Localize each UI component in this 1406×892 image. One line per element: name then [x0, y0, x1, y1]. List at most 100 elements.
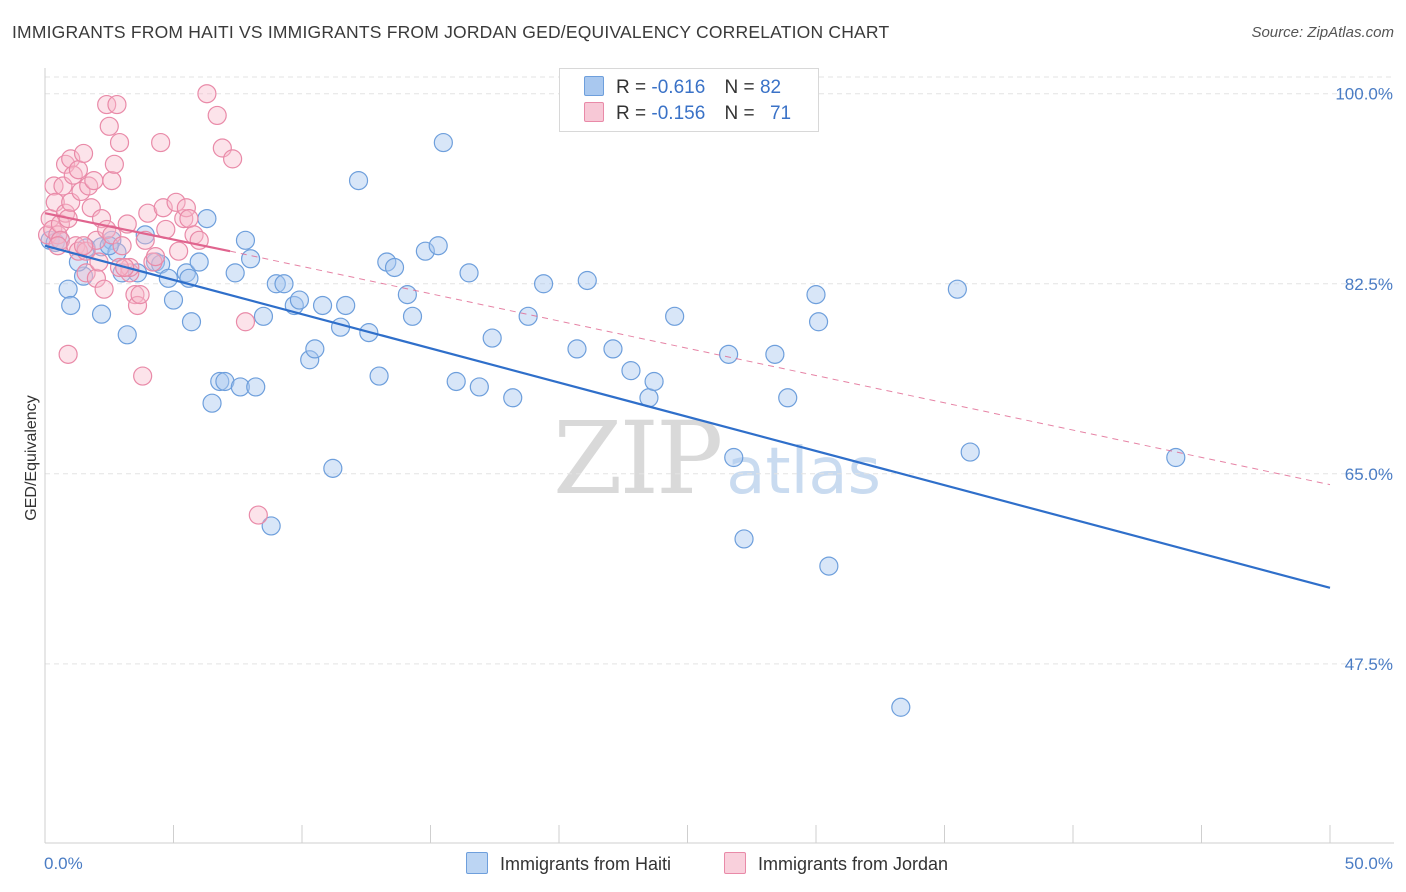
haiti-point: [960, 442, 980, 462]
jordan-point: [248, 505, 268, 525]
jordan-point: [73, 236, 94, 256]
haiti-point: [567, 339, 587, 359]
jordan-point: [166, 192, 186, 212]
jordan-point: [130, 285, 150, 305]
haiti-point: [808, 312, 829, 332]
jordan-point: [68, 160, 89, 180]
jordan-trend-extension: [229, 250, 1331, 486]
jordan-point: [102, 170, 122, 191]
jordan-point: [235, 312, 256, 332]
haiti-point: [369, 366, 389, 386]
jordan-point: [133, 366, 153, 386]
legend-haiti-swatch: [466, 852, 488, 874]
haiti-point: [819, 556, 839, 576]
haiti-point: [428, 236, 448, 256]
trend-layer: [44, 212, 1331, 589]
jordan-n-label: N =: [724, 103, 755, 124]
haiti-point: [348, 170, 369, 191]
haiti-point: [621, 361, 641, 381]
haiti-point: [518, 306, 538, 326]
chart-title: IMMIGRANTS FROM HAITI VS IMMIGRANTS FROM…: [12, 22, 890, 42]
haiti-point: [734, 529, 754, 549]
haiti-point: [384, 257, 405, 278]
jordan-r-label: R =: [616, 103, 647, 124]
haiti-r-value: -0.616: [651, 77, 706, 98]
haiti-point: [305, 339, 325, 359]
jordan-point: [169, 241, 189, 261]
haiti-n-label: N =: [724, 77, 755, 98]
haiti-point: [61, 295, 81, 316]
haiti-point: [253, 306, 274, 326]
jordan-point: [94, 279, 114, 299]
grid-layer: [45, 76, 1394, 665]
jordan-point: [63, 165, 83, 185]
jordan-point: [73, 143, 94, 164]
haiti-point: [58, 279, 78, 299]
haiti-point: [397, 285, 417, 305]
haiti-point: [246, 377, 266, 397]
tick-layer: 47.5% 65.0% 82.5% 100.0% 0.0% 50.0%: [44, 85, 1393, 873]
haiti-point: [724, 447, 744, 468]
haiti-point: [806, 285, 826, 305]
haiti-point: [230, 377, 250, 397]
legend-row-haiti: R = -0.616 N = 82: [584, 76, 781, 100]
legend-jordan-label: Immigrants from Jordan: [758, 854, 949, 874]
haiti-point: [402, 306, 423, 326]
haiti-point: [533, 274, 554, 294]
haiti-point: [266, 274, 286, 294]
legend-item-jordan: Immigrants from Jordan: [724, 852, 948, 875]
haiti-point: [665, 306, 685, 326]
haiti-point: [433, 132, 453, 153]
jordan-point: [86, 268, 107, 288]
haiti-point: [415, 241, 435, 261]
haiti-point: [117, 325, 137, 345]
haiti-point: [202, 393, 222, 413]
jordan-point: [61, 149, 81, 169]
haiti-point: [163, 290, 184, 310]
jordan-point: [223, 149, 243, 169]
jordan-swatch: [584, 102, 604, 122]
jordan-point: [109, 132, 130, 153]
haiti-point: [312, 295, 333, 316]
haiti-trend-line: [44, 244, 1331, 589]
correlation-legend: R = -0.616 N = 82 R = -0.156 N = 71: [559, 68, 819, 132]
haiti-point: [765, 344, 785, 364]
haiti-point: [719, 344, 739, 364]
jordan-point: [112, 236, 132, 256]
haiti-point: [891, 697, 911, 717]
haiti-n-value: 82: [759, 77, 782, 98]
haiti-point: [235, 230, 256, 250]
haiti-point: [446, 371, 466, 392]
haiti-point: [241, 249, 261, 269]
jordan-point: [145, 247, 166, 267]
jordan-point: [135, 230, 155, 250]
haiti-point: [603, 339, 623, 359]
haiti-point: [107, 242, 127, 262]
jordan-point: [99, 116, 119, 136]
jordan-point: [76, 263, 96, 283]
haiti-point: [577, 270, 597, 291]
jordan-point: [197, 84, 217, 104]
jordan-point: [79, 176, 99, 196]
legend-item-haiti: Immigrants from Haiti: [466, 852, 671, 875]
jordan-point: [84, 170, 104, 191]
haiti-point: [189, 252, 209, 272]
haiti-point: [197, 208, 217, 229]
haiti-point: [482, 328, 502, 348]
jordan-n-value: 71: [769, 103, 792, 124]
jordan-point: [207, 105, 227, 126]
legend-row-jordan: R = -0.156 N = 71: [584, 102, 791, 126]
haiti-point: [289, 290, 310, 310]
haiti-point: [778, 388, 798, 408]
legend-haiti-label: Immigrants from Haiti: [500, 854, 672, 874]
y-tick-label: 82.5%: [1345, 275, 1393, 294]
haiti-point: [336, 295, 356, 316]
y-tick-label: 100.0%: [1335, 85, 1393, 104]
haiti-point: [300, 350, 320, 370]
haiti-swatch: [584, 76, 604, 96]
haiti-point: [210, 371, 230, 392]
haiti-point: [91, 304, 112, 324]
jordan-point: [48, 236, 68, 256]
haiti-points: [40, 132, 1186, 717]
